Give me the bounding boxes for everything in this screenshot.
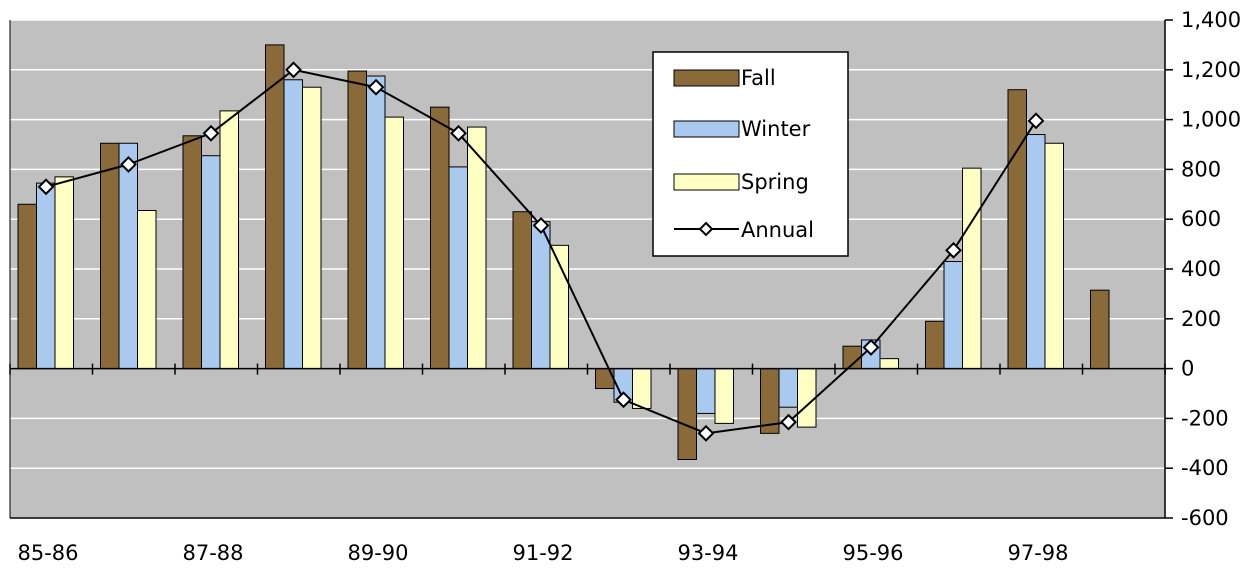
bar-spring-95-96 [879,358,899,370]
bar-fall-96-97 [925,320,945,370]
y-tick-label: -400 [1181,456,1229,480]
legend-swatch-spring [673,173,740,191]
bar-spring-93-94 [714,368,734,424]
bar-fall-93-94 [677,368,697,460]
bar-spring-85-86 [54,176,74,370]
y-tick-label: 200 [1181,307,1221,331]
annual-point [862,339,880,356]
bar-fall-87-88 [182,135,202,370]
bar-fall-85-86 [17,203,37,370]
bar-winter-97-98 [1026,134,1046,370]
bar-winter-96-97 [943,261,963,370]
annual-point [37,178,55,196]
annual-point [202,124,220,142]
bar-winter-87-88 [201,155,221,370]
x-axis: 85-86 87-88 89-90 91-92 93-94 95-96 97-98 [9,20,1165,565]
y-tick-label: 800 [1181,157,1221,181]
bar-spring-90-91 [467,126,487,370]
legend-label-spring: Spring [741,170,809,194]
bar-spring-89-90 [384,116,404,370]
bar-winter-90-91 [448,166,468,370]
bar-fall-97-98 [1007,89,1027,370]
bar-winter-94-95 [778,368,798,408]
bar-winter-93-94 [696,368,716,414]
annual-line-series [37,61,1045,442]
x-tick-label: 91-92 [512,541,573,565]
y-tick-label: 400 [1181,257,1221,281]
legend-label-fall: Fall [741,66,776,90]
bar-winter-86-87 [118,142,138,370]
x-tick-label: 85-86 [17,541,78,565]
y-axis: -600 -400 -200 0 200 400 600 800 1,000 1,200 1,400 [1164,8,1241,530]
bar-fall-91-92 [512,211,532,370]
annual-point [615,391,632,409]
bar-winter-85-86 [36,182,56,370]
bar-spring-88-89 [302,86,322,370]
legend-label-winter: Winter [741,117,811,141]
y-tick-label: 1,200 [1181,58,1241,82]
annual-point [367,78,385,96]
annual-point [450,124,467,142]
annual-point [285,61,302,79]
bar-spring-92-93 [632,368,652,409]
bar-fall-90-91 [430,106,450,370]
y-tick-label: -600 [1181,506,1229,530]
bar-fall-86-87 [100,142,120,370]
legend-swatch-winter [673,120,740,138]
bar-spring-86-87 [137,209,157,370]
legend-swatch-fall [673,69,740,87]
bar-fall-88-89 [265,44,285,370]
y-tick-label: 600 [1181,207,1221,231]
y-tick-label: 1,400 [1181,8,1241,32]
x-tick-label: 89-90 [347,541,408,565]
x-tick-label: 87-88 [182,541,243,565]
bar-winter-88-89 [283,79,303,370]
annual-point [532,217,550,234]
bar-winter-89-90 [366,75,386,370]
legend-label-annual: Annual [741,218,814,242]
bar-spring-87-88 [219,110,239,370]
y-tick-label: 1,000 [1181,108,1241,132]
legend-marker-annual [698,221,714,237]
bar-spring-94-95 [797,368,817,428]
x-tick-label: 93-94 [677,541,738,565]
y-tick-label: 0 [1181,357,1194,381]
legend: Fall Winter Spring Annual [652,51,849,257]
annual-point [120,156,137,173]
x-tick-label: 95-96 [842,541,903,565]
annual-point [1027,112,1045,130]
annual-point [780,413,797,431]
bar-fall-98-99 [1090,289,1110,370]
bar-spring-96-97 [962,167,982,370]
annual-point [697,424,715,442]
x-tick-label: 97-98 [1007,541,1068,565]
y-tick-label: -200 [1181,406,1229,430]
annual-point [945,241,962,259]
bar-fall-89-90 [347,70,367,370]
bar-winter-91-92 [531,221,551,370]
bar-spring-97-98 [1044,142,1064,370]
bars [17,44,1110,460]
